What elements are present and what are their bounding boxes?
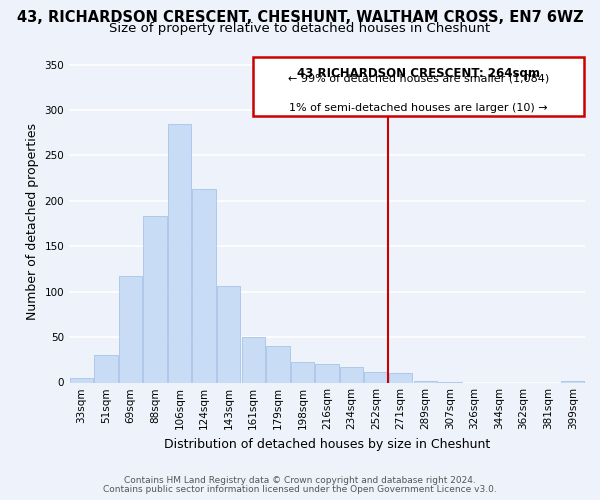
Y-axis label: Number of detached properties: Number of detached properties [26,122,39,320]
Bar [119,276,142,382]
Bar [316,364,338,382]
Bar [193,189,216,382]
Text: 43, RICHARDSON CRESCENT, CHESHUNT, WALTHAM CROSS, EN7 6WZ: 43, RICHARDSON CRESCENT, CHESHUNT, WALTH… [17,10,583,25]
Bar [561,380,584,382]
Bar [389,374,412,382]
Bar [266,346,290,383]
Bar [364,372,388,382]
Text: 43 RICHARDSON CRESCENT: 264sqm: 43 RICHARDSON CRESCENT: 264sqm [297,67,540,80]
Bar [143,216,167,382]
Bar [242,337,265,382]
X-axis label: Distribution of detached houses by size in Cheshunt: Distribution of detached houses by size … [164,438,490,451]
Bar [217,286,241,382]
Bar [70,378,93,382]
Text: ← 99% of detached houses are smaller (1,084): ← 99% of detached houses are smaller (1,… [288,74,549,84]
Text: Contains public sector information licensed under the Open Government Licence v3: Contains public sector information licen… [103,485,497,494]
Text: Size of property relative to detached houses in Cheshunt: Size of property relative to detached ho… [109,22,491,35]
Text: 1% of semi-detached houses are larger (10) →: 1% of semi-detached houses are larger (1… [289,104,548,114]
Bar [94,355,118,382]
Text: Contains HM Land Registry data © Crown copyright and database right 2024.: Contains HM Land Registry data © Crown c… [124,476,476,485]
Bar [168,124,191,382]
FancyBboxPatch shape [253,58,584,116]
Bar [413,380,437,382]
Bar [291,362,314,382]
Bar [340,367,363,382]
